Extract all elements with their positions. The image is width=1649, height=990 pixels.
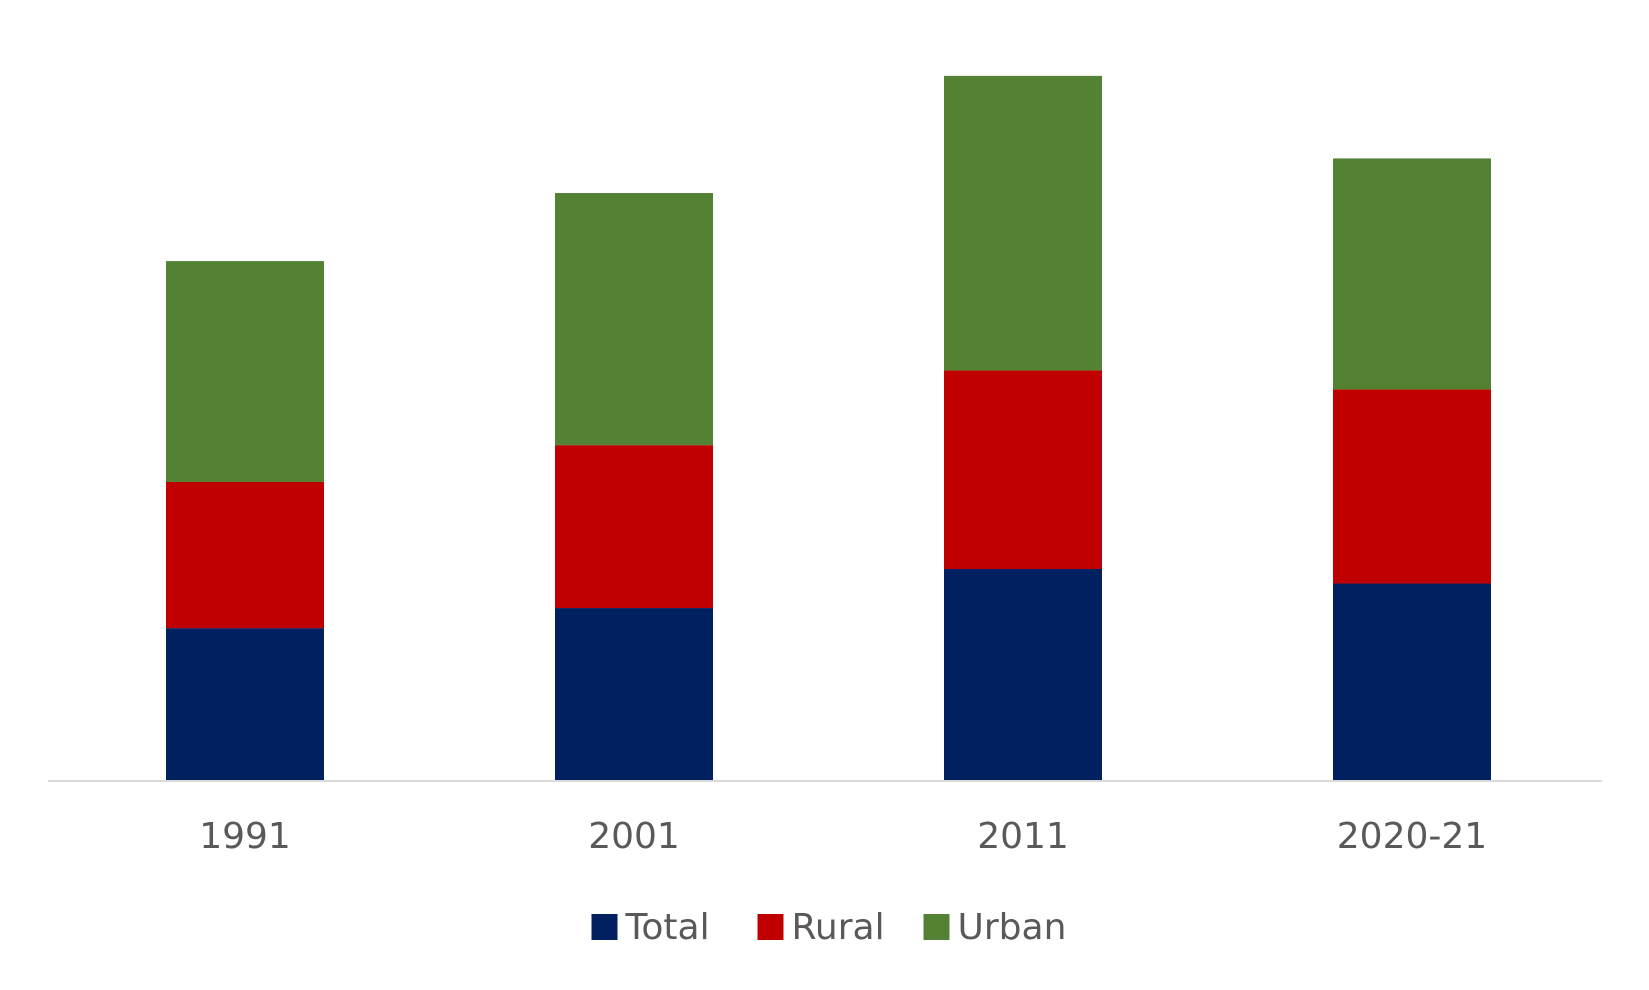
bar-total-1991: [166, 628, 324, 781]
legend-swatch-total: [591, 914, 618, 940]
bar-urban-2020-21: [1333, 158, 1491, 390]
legend-label-total: Total: [625, 907, 710, 948]
bar-rural-2001: [555, 445, 713, 609]
bar-total-2020-21: [1333, 583, 1491, 781]
bar-urban-1991: [166, 261, 324, 482]
x-tick-label-2020-21: 2020-21: [1337, 816, 1487, 857]
bar-total-2011: [944, 569, 1102, 781]
bar-rural-2011: [944, 370, 1102, 570]
bar-rural-2020-21: [1333, 389, 1491, 584]
x-axis-tick-labels: 1991 2001 2011 2020-21: [199, 816, 1487, 857]
legend-label-rural: Rural: [792, 907, 885, 948]
x-tick-label-2011: 2011: [977, 816, 1069, 857]
legend-swatch-rural: [757, 914, 784, 940]
legend-item-urban: Urban: [923, 907, 1067, 948]
bar-total-2001: [555, 608, 713, 781]
legend-item-rural: Rural: [757, 907, 885, 948]
legend-swatch-urban: [923, 914, 950, 940]
bar-urban-2011: [944, 75, 1102, 371]
x-tick-label-2001: 2001: [588, 816, 680, 857]
legend-label-urban: Urban: [958, 907, 1067, 948]
bar-urban-2001: [555, 193, 713, 446]
bars-layer: [166, 75, 1491, 781]
bar-rural-1991: [166, 481, 324, 629]
x-tick-label-1991: 1991: [199, 816, 291, 857]
legend: Total Rural Urban: [591, 907, 1067, 948]
legend-item-total: Total: [591, 907, 710, 948]
